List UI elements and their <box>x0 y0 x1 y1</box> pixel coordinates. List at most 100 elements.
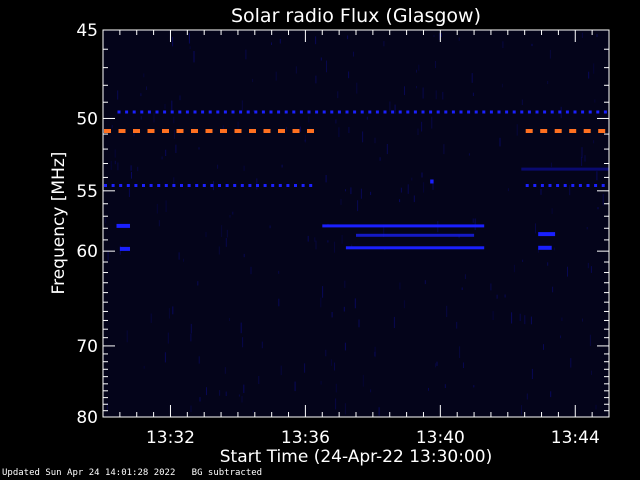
noise-speck <box>421 172 423 178</box>
noise-speck <box>358 319 360 328</box>
noise-speck <box>526 393 528 400</box>
noise-speck <box>582 318 583 322</box>
noise-speck <box>404 86 405 96</box>
y-tick-label: 50 <box>76 109 98 129</box>
noise-speck <box>343 306 345 312</box>
emission-dash <box>444 110 448 114</box>
y-tick-label: 80 <box>76 408 98 428</box>
noise-speck <box>222 125 224 132</box>
noise-speck <box>281 164 283 168</box>
noise-speck <box>351 244 353 248</box>
noise-speck <box>501 83 503 88</box>
emission-dash <box>603 110 607 114</box>
emission-dash <box>286 184 290 187</box>
emission-dash <box>202 184 206 187</box>
noise-speck <box>217 164 219 169</box>
emission-dash <box>436 110 440 114</box>
noise-speck <box>241 100 243 111</box>
noise-speck <box>164 104 166 110</box>
emission-dash <box>556 184 560 187</box>
noise-speck <box>229 318 230 321</box>
emission-dash <box>134 184 138 187</box>
noise-speck <box>164 352 166 363</box>
emission-dash <box>525 129 533 133</box>
noise-speck <box>238 394 240 397</box>
emission-dash <box>451 110 455 114</box>
emission-dash <box>142 184 145 187</box>
noise-speck <box>156 203 158 214</box>
noise-speck <box>435 363 437 368</box>
noise-speck <box>168 308 170 319</box>
noise-speck <box>331 312 333 318</box>
noise-speck <box>158 220 160 227</box>
noise-speck <box>271 42 272 45</box>
noise-speck <box>173 116 175 124</box>
emission-dash <box>225 184 229 187</box>
noise-speck <box>237 121 239 132</box>
emission-dash <box>315 110 319 114</box>
noise-speck <box>521 99 523 105</box>
emission-dash <box>467 110 471 114</box>
emission-dash <box>368 110 372 114</box>
emission-dash <box>163 110 167 114</box>
noise-speck <box>350 187 352 195</box>
emission-dash <box>104 184 107 187</box>
emission-dash <box>299 110 303 114</box>
noise-speck <box>304 363 306 373</box>
emission-dash <box>231 110 235 114</box>
noise-speck <box>374 137 376 144</box>
noise-speck <box>338 127 340 138</box>
noise-speck <box>330 359 332 366</box>
emission-dash <box>249 129 256 133</box>
noise-speck <box>521 405 522 415</box>
noise-speck <box>403 300 405 309</box>
emission-dash <box>581 110 585 114</box>
noise-speck <box>344 342 346 351</box>
noise-speck <box>315 75 317 84</box>
emission-dash <box>330 110 334 114</box>
noise-speck <box>179 95 181 101</box>
noise-speck <box>280 365 282 376</box>
y-tick-label: 60 <box>76 242 98 262</box>
noise-speck <box>540 189 542 195</box>
noise-speck <box>522 259 524 262</box>
emission-dash <box>239 110 243 114</box>
noise-speck <box>278 270 280 274</box>
noise-speck <box>197 281 199 286</box>
noise-speck <box>567 266 568 277</box>
emission-dash <box>246 110 250 114</box>
noise-speck <box>325 175 327 183</box>
noise-speck <box>446 305 448 317</box>
y-tick-label: 55 <box>76 182 98 202</box>
noise-speck <box>591 370 592 375</box>
noise-speck <box>386 144 388 155</box>
noise-speck <box>407 184 409 194</box>
noise-speck <box>143 365 145 369</box>
noise-speck <box>140 93 142 97</box>
noise-speck <box>167 332 169 344</box>
noise-speck <box>334 241 335 253</box>
emission-dash <box>573 110 577 114</box>
noise-speck <box>335 383 337 393</box>
noise-speck <box>304 139 306 142</box>
emission-dash <box>540 184 544 187</box>
noise-speck <box>463 362 464 368</box>
noise-speck <box>589 334 591 346</box>
noise-speck <box>502 41 504 48</box>
noise-speck <box>219 390 221 396</box>
noise-speck <box>213 181 214 191</box>
emission-dash <box>583 129 591 133</box>
noise-speck <box>178 252 180 260</box>
noise-speck <box>341 235 343 244</box>
noise-speck <box>560 335 561 339</box>
noise-speck <box>114 149 116 158</box>
noise-speck <box>428 387 429 391</box>
noise-speck <box>344 280 346 288</box>
emission-dash <box>540 129 548 133</box>
emission-dash <box>301 184 305 187</box>
noise-speck <box>535 223 536 234</box>
emission-dash <box>353 110 357 114</box>
noise-speck <box>424 280 426 285</box>
noise-speck <box>472 218 474 223</box>
noise-speck <box>190 333 192 342</box>
